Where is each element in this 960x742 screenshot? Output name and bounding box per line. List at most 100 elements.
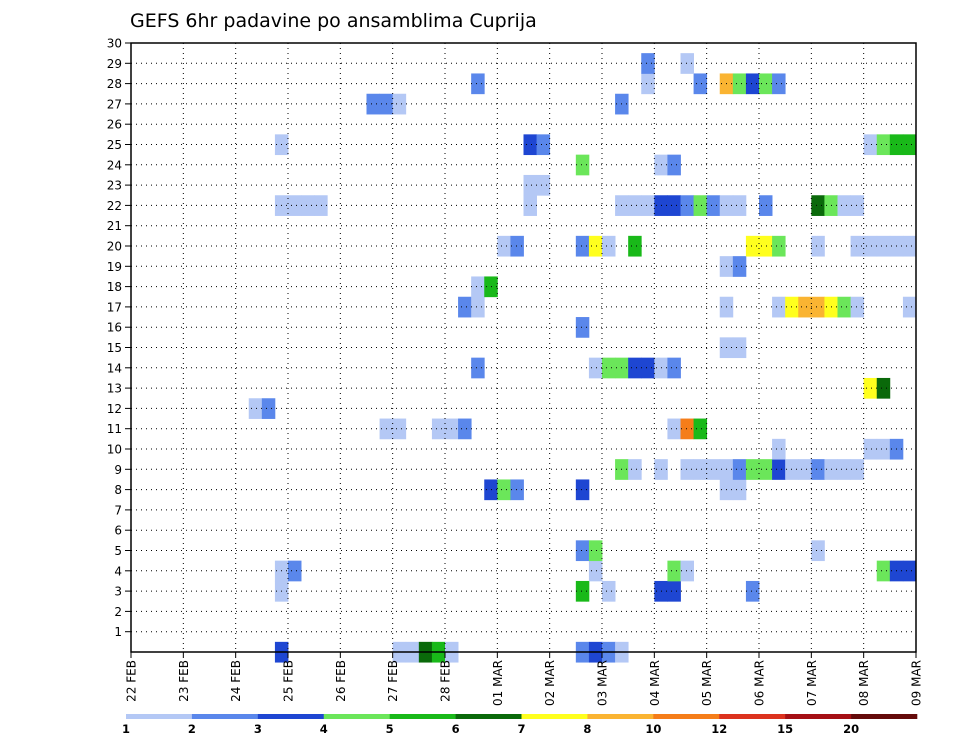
heatmap-cell	[575, 317, 590, 338]
heatmap-cell	[628, 459, 642, 480]
x-tick-label: 25 FEB	[282, 660, 296, 702]
colorbar-label: 15	[777, 722, 793, 736]
heatmap-cell	[641, 73, 655, 95]
y-tick-label: 20	[107, 240, 122, 254]
heatmap-cell	[902, 296, 917, 318]
heatmap-cell	[602, 235, 616, 257]
heatmap-cell	[693, 418, 708, 440]
heatmap-cell	[471, 276, 485, 298]
colorbar-label: 4	[320, 722, 328, 736]
heatmap-cell	[772, 459, 786, 480]
x-tick-label: 23 FEB	[177, 660, 191, 702]
x-tick-label: 09 MAR	[910, 660, 924, 706]
heatmap-cell	[667, 580, 681, 602]
heatmap-cell	[628, 195, 642, 216]
heatmap-cell	[863, 438, 878, 460]
heatmap-cell	[484, 479, 498, 501]
colorbar-swatch	[455, 714, 522, 719]
heatmap-cell	[811, 540, 825, 562]
heatmap-cell	[510, 479, 524, 501]
colorbar-label: 6	[452, 722, 460, 736]
heatmap-cell	[745, 73, 760, 95]
heatmap-cell	[772, 296, 786, 318]
x-tick-label: 27 FEB	[386, 660, 400, 702]
colorbar-label: 7	[517, 722, 525, 736]
heatmap-cell	[471, 296, 485, 318]
heatmap-cell	[641, 357, 655, 379]
heatmap-cell	[876, 560, 891, 582]
heatmap-cell	[288, 195, 302, 216]
x-tick-label: 03 MAR	[596, 660, 610, 706]
heatmap-cell	[693, 459, 708, 480]
colorbar-label: 2	[188, 722, 196, 736]
heatmap-cell	[497, 235, 511, 257]
heatmap-cell	[288, 560, 302, 582]
heatmap-cell	[902, 134, 917, 156]
heatmap-cell	[732, 479, 747, 501]
heatmap-cell	[837, 195, 851, 216]
y-tick-label: 15	[107, 341, 122, 355]
heatmap-cell	[759, 195, 773, 216]
x-tick-label: 28 FEB	[439, 660, 453, 702]
heatmap-cell	[745, 459, 760, 480]
heatmap-cell	[575, 154, 590, 176]
heatmap-cell	[628, 357, 642, 379]
colorbar-label: 1	[122, 722, 130, 736]
colorbar-swatch	[719, 714, 786, 719]
y-tick-label: 9	[114, 463, 122, 477]
heatmap-cell	[732, 195, 747, 216]
heatmap-cell	[811, 235, 825, 257]
heatmap-cell	[680, 418, 694, 440]
x-tick-label: 26 FEB	[334, 660, 348, 702]
heatmap-cell	[575, 580, 590, 602]
heatmap-cell	[850, 195, 865, 216]
y-tick-label: 26	[107, 118, 122, 132]
y-tick-label: 19	[107, 260, 122, 274]
y-tick-label: 10	[107, 443, 122, 457]
colorbar-swatch	[389, 714, 456, 719]
heatmap-cell	[732, 459, 747, 480]
heatmap-cell	[759, 73, 773, 95]
heatmap-cell	[588, 357, 603, 379]
x-tick-label: 24 FEB	[229, 660, 243, 702]
y-tick-label: 7	[114, 503, 122, 517]
colorbar-swatch	[851, 714, 918, 719]
heatmap-cell	[680, 459, 694, 480]
heatmap-cell	[863, 235, 878, 257]
x-tick-label: 22 FEB	[125, 660, 139, 702]
heatmap-cell	[510, 235, 524, 257]
heatmap-cell	[458, 418, 472, 440]
y-tick-label: 3	[114, 585, 122, 599]
heatmap-cell	[745, 580, 760, 602]
heatmap-cell	[431, 418, 446, 440]
y-tick-label: 18	[107, 280, 122, 294]
heatmap-cell	[471, 357, 485, 379]
heatmap-cell	[876, 377, 891, 399]
heatmap-cell	[392, 93, 407, 115]
colorbar-label: 5	[386, 722, 394, 736]
y-tick-label: 8	[114, 483, 122, 497]
heatmap-cell	[484, 276, 498, 298]
heatmap-cell	[588, 560, 603, 582]
y-tick-label: 21	[107, 219, 122, 233]
colorbar-swatch	[257, 714, 325, 719]
heatmap-cell	[536, 174, 551, 196]
heatmap-cell	[314, 195, 328, 216]
heatmap-cell	[732, 73, 747, 95]
colorbar-label: 12	[711, 722, 727, 736]
x-tick-label: 01 MAR	[491, 660, 505, 706]
heatmap-cell	[602, 580, 616, 602]
heatmap-cell	[745, 235, 760, 257]
heatmap-cell	[902, 560, 917, 582]
x-tick-label: 02 MAR	[543, 660, 557, 706]
heatmap-cell	[366, 93, 380, 115]
heatmap-cell	[588, 540, 603, 562]
y-tick-label: 14	[107, 361, 122, 375]
y-tick-label: 27	[107, 97, 122, 111]
y-tick-label: 24	[107, 158, 122, 172]
heatmap-cell	[667, 154, 681, 176]
heatmap-cell	[837, 296, 851, 318]
cells-layer	[248, 53, 917, 663]
heatmap-cell	[680, 560, 694, 582]
